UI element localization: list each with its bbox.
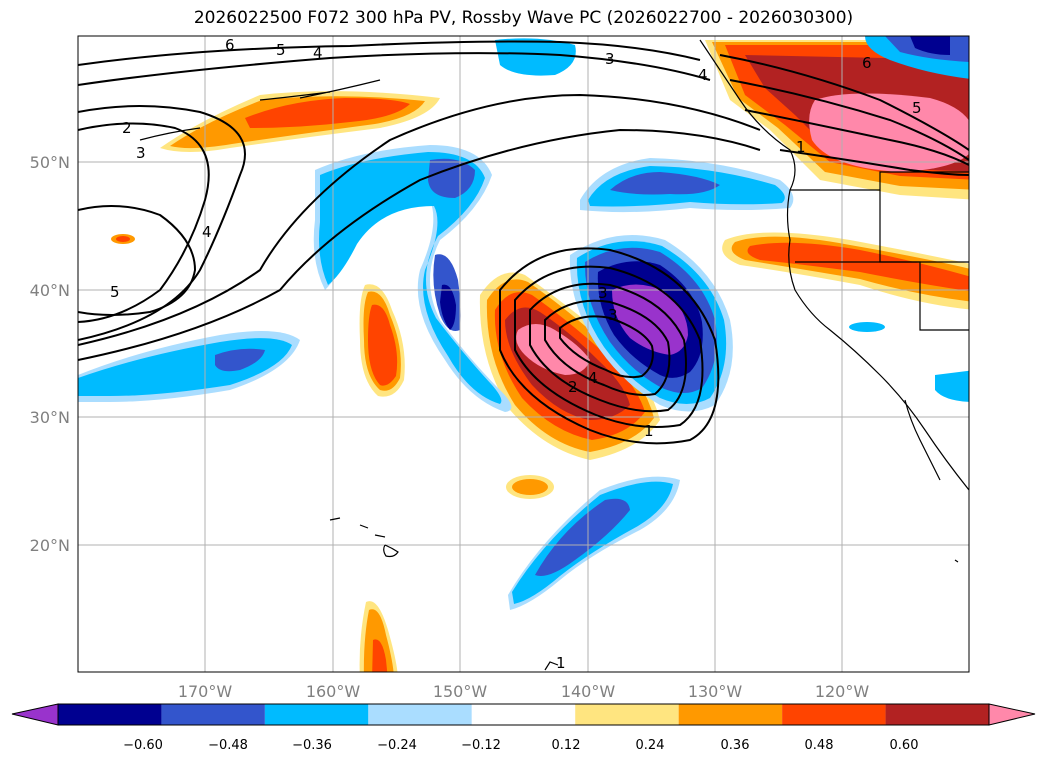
- contour-label: 3: [598, 284, 608, 302]
- lon-label: 130°W: [688, 682, 743, 701]
- pv-negative-blob-southeast: [935, 370, 969, 402]
- colorbar-segment: [575, 704, 679, 725]
- colorbar-segment: [368, 704, 472, 725]
- lon-label: 150°W: [433, 682, 488, 701]
- pv-positive-region-trough: [479, 272, 660, 460]
- contour-label: 5: [110, 283, 120, 301]
- pv-negative-region-south: [508, 476, 680, 610]
- lon-label: 140°W: [561, 682, 616, 701]
- lon-label: 170°W: [178, 682, 233, 701]
- pv-positive-region-aleutian: [160, 91, 440, 152]
- longitude-labels: 170°W 160°W 150°W 140°W 130°W 120°W: [178, 682, 870, 701]
- lat-label: 50°N: [30, 153, 70, 172]
- contour-labels: 6 5 4 3 2 3 5 4 6 5 1 4 3 3 2 4 1 1: [110, 36, 922, 672]
- contour-label: 3: [608, 306, 618, 324]
- colorbar-label: 0.48: [805, 738, 834, 753]
- contour-label: 1: [796, 138, 806, 156]
- colorbar-segment: [471, 704, 576, 725]
- pv-negative-blob-coast: [849, 322, 885, 332]
- colorbar-segment: [885, 704, 989, 725]
- colorbar-segment: [782, 704, 886, 725]
- contour-label: 4: [588, 369, 598, 387]
- pv-positive-region-central: [359, 284, 405, 397]
- lon-label: 160°W: [306, 682, 361, 701]
- lat-label: 40°N: [30, 281, 70, 300]
- lat-label: 20°N: [30, 536, 70, 555]
- lon-label: 120°W: [815, 682, 870, 701]
- contour-label: 1: [556, 654, 566, 672]
- contour-label: 3: [605, 50, 615, 68]
- contour-label: 2: [568, 378, 578, 396]
- contour-label: 6: [225, 36, 235, 54]
- colorbar-labels: −0.60 −0.48 −0.36 −0.24 −0.12 0.12 0.24 …: [123, 738, 918, 753]
- contour-label: 4: [313, 44, 323, 62]
- pv-negative-region-gulf: [580, 158, 794, 213]
- contour-label: 4: [202, 223, 212, 241]
- colorbar-segments: [57, 703, 990, 726]
- colorbar-label: −0.60: [123, 738, 163, 753]
- pv-negative-region-northeast: [865, 36, 969, 79]
- colorbar: −0.60 −0.48 −0.36 −0.24 −0.12 0.12 0.24 …: [11, 703, 1036, 753]
- contour-label: 6: [862, 54, 872, 72]
- contour-lines: [78, 40, 969, 445]
- pv-negative-region-west: [78, 331, 300, 402]
- map-gridlines: [78, 36, 969, 672]
- contour-label: 1: [644, 422, 654, 440]
- colorbar-label: 0.36: [721, 738, 750, 753]
- pv-positive-region-northeast: [705, 40, 969, 200]
- colorbar-extend-right: [988, 703, 1036, 726]
- colorbar-extend-left: [11, 703, 59, 726]
- map-content: 6 5 4 3 2 3 5 4 6 5 1 4 3 3 2 4 1 1: [78, 36, 969, 672]
- colorbar-segment: [58, 704, 162, 725]
- pv-positive-region-south: [359, 601, 398, 672]
- map-frame: [77, 35, 970, 673]
- colorbar-label: 0.12: [552, 738, 581, 753]
- colorbar-segment: [678, 704, 783, 725]
- colorbar-label: −0.48: [208, 738, 248, 753]
- colorbar-label: −0.12: [461, 738, 501, 753]
- colorbar-label: 0.24: [636, 738, 665, 753]
- contour-label: 5: [912, 99, 922, 117]
- latitude-labels: 50°N 40°N 30°N 20°N: [30, 153, 70, 555]
- map-title: 2026022500 F072 300 hPa PV, Rossby Wave …: [193, 8, 854, 28]
- colorbar-segment: [264, 704, 369, 725]
- coastlines: [139, 39, 969, 671]
- contour-label: 5: [276, 41, 286, 59]
- pv-negative-blob-north: [495, 38, 576, 76]
- contour-label: 4: [698, 66, 708, 84]
- lat-label: 30°N: [30, 408, 70, 427]
- colorbar-segment: [161, 704, 265, 725]
- colorbar-label: −0.36: [292, 738, 332, 753]
- colorbar-label: −0.24: [377, 738, 417, 753]
- colorbar-label: 0.60: [890, 738, 919, 753]
- contour-label: 3: [136, 144, 146, 162]
- contour-label: 2: [122, 119, 132, 137]
